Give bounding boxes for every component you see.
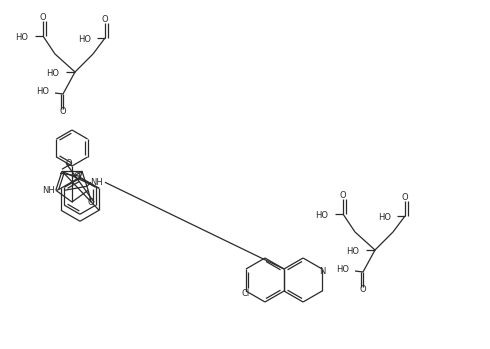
Text: O: O [40, 14, 47, 22]
Text: O: O [102, 15, 108, 24]
Text: NH: NH [91, 178, 103, 187]
Text: HO: HO [378, 214, 391, 223]
Text: O: O [402, 193, 408, 202]
Text: O: O [74, 172, 80, 181]
Text: Cl: Cl [242, 289, 250, 298]
Text: O: O [340, 192, 346, 200]
Text: HO: HO [36, 88, 49, 97]
Text: HO: HO [346, 247, 359, 257]
Text: NH: NH [43, 186, 55, 195]
Text: O: O [88, 198, 95, 207]
Text: O: O [66, 159, 73, 168]
Text: O: O [60, 107, 66, 117]
Text: HO: HO [46, 69, 59, 79]
Text: HO: HO [78, 36, 91, 45]
Text: N: N [319, 267, 325, 276]
Text: O: O [360, 285, 367, 295]
Text: HO: HO [15, 34, 28, 43]
Text: HO: HO [315, 211, 328, 221]
Text: HO: HO [336, 266, 349, 275]
